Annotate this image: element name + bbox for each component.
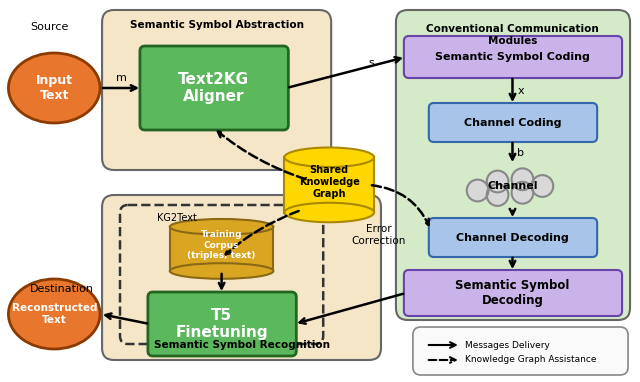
FancyBboxPatch shape — [396, 10, 630, 320]
FancyBboxPatch shape — [284, 157, 374, 212]
Text: T5
Finetuning: T5 Finetuning — [175, 308, 268, 340]
Ellipse shape — [284, 203, 374, 222]
Ellipse shape — [8, 53, 100, 123]
Text: Channel Decoding: Channel Decoding — [456, 233, 569, 243]
Ellipse shape — [170, 263, 273, 279]
Ellipse shape — [8, 279, 100, 349]
FancyBboxPatch shape — [148, 292, 296, 356]
FancyBboxPatch shape — [429, 103, 597, 142]
Circle shape — [532, 175, 553, 197]
Text: Semantic Symbol Recognition: Semantic Symbol Recognition — [154, 340, 330, 350]
Text: m: m — [116, 73, 127, 83]
Text: Destination: Destination — [30, 284, 94, 294]
Text: Channel Coding: Channel Coding — [464, 118, 561, 128]
Text: KG2Text: KG2Text — [157, 213, 196, 223]
Text: Error
Correction: Error Correction — [352, 224, 406, 246]
Circle shape — [511, 168, 533, 190]
Text: Semantic Symbol
Decoding: Semantic Symbol Decoding — [455, 279, 570, 307]
Circle shape — [486, 171, 508, 193]
Text: Semantic Symbol Coding: Semantic Symbol Coding — [435, 52, 590, 62]
FancyBboxPatch shape — [102, 10, 331, 170]
Ellipse shape — [284, 147, 374, 167]
Text: Training
Corpus
(triples, text): Training Corpus (triples, text) — [188, 230, 256, 260]
FancyBboxPatch shape — [120, 205, 323, 344]
Text: Reconstructed
Text: Reconstructed Text — [12, 303, 97, 325]
FancyBboxPatch shape — [140, 46, 289, 130]
FancyBboxPatch shape — [102, 195, 381, 360]
FancyBboxPatch shape — [413, 327, 628, 375]
Text: Knowledge Graph Assistance: Knowledge Graph Assistance — [465, 356, 596, 364]
Circle shape — [467, 180, 488, 201]
Ellipse shape — [170, 219, 273, 235]
Text: Semantic Symbol Abstraction: Semantic Symbol Abstraction — [130, 20, 303, 30]
FancyBboxPatch shape — [404, 270, 622, 316]
Text: Shared
Knowledge
Graph: Shared Knowledge Graph — [299, 165, 360, 199]
FancyBboxPatch shape — [404, 36, 622, 78]
FancyBboxPatch shape — [170, 227, 273, 271]
Text: Channel: Channel — [487, 181, 538, 191]
Text: s: s — [368, 58, 374, 68]
FancyBboxPatch shape — [429, 218, 597, 257]
Text: x: x — [518, 86, 524, 96]
Circle shape — [511, 182, 533, 204]
Text: Conventional Communication
Modules: Conventional Communication Modules — [426, 24, 599, 45]
Text: Source: Source — [30, 22, 68, 32]
Text: Text2KG
Aligner: Text2KG Aligner — [178, 72, 249, 104]
Text: Messages Delivery: Messages Delivery — [465, 340, 550, 350]
Circle shape — [486, 184, 508, 206]
Text: b: b — [518, 148, 524, 158]
Text: Input
Text: Input Text — [36, 74, 73, 102]
